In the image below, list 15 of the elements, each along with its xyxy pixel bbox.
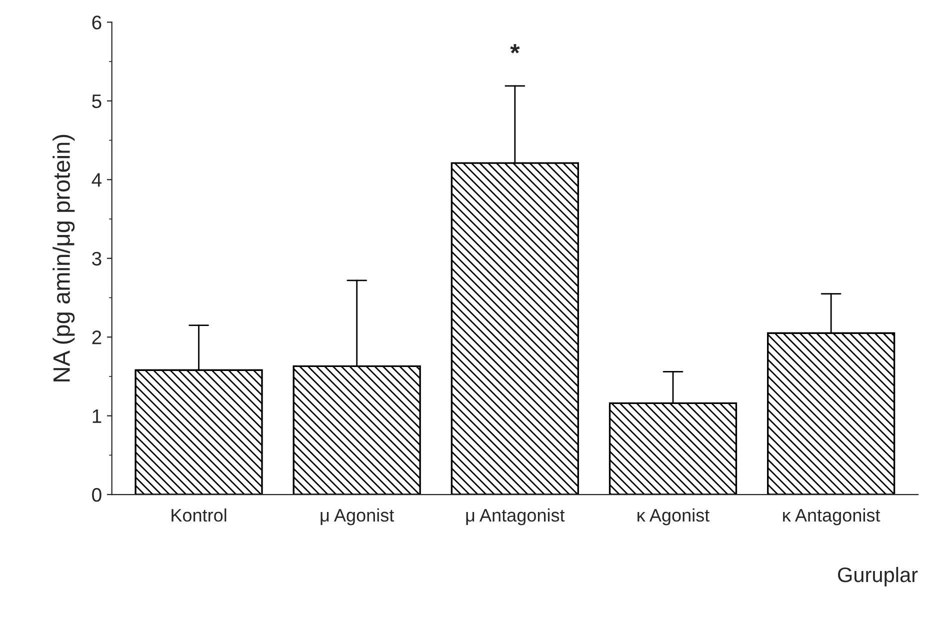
- x-tick-label: μ Antagonist: [466, 508, 565, 526]
- x-tick-label: κ Antagonist: [783, 508, 880, 526]
- y-tick-label: 5: [92, 94, 102, 108]
- y-axis-title: NA (pg amin/μg protein): [52, 134, 75, 382]
- y-tick-label: 0: [92, 488, 102, 502]
- x-tick-label: κ Agonist: [638, 508, 710, 526]
- x-tick-label: μ Agonist: [320, 508, 394, 526]
- y-tick-label: 2: [92, 330, 102, 344]
- y-tick-label: 4: [92, 173, 102, 187]
- y-tick-label: 1: [92, 409, 102, 423]
- y-tick-label: 6: [92, 16, 102, 30]
- x-axis-title: Guruplar: [838, 566, 918, 586]
- annotation: *: [510, 44, 520, 54]
- x-tick-label: Kontrol: [172, 508, 226, 522]
- y-tick-label: 3: [92, 252, 102, 266]
